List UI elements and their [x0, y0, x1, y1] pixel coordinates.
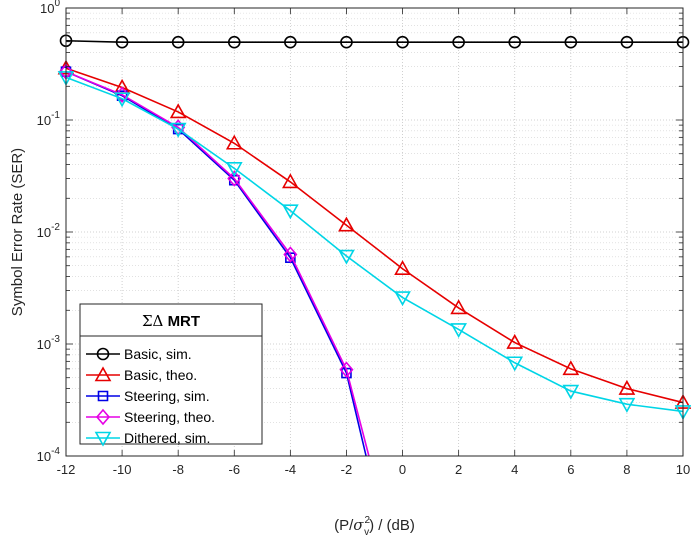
data-point-dithered-sim: [113, 92, 131, 108]
data-point-dithered-sim: [506, 356, 524, 372]
data-point-basic-sim: [284, 35, 297, 49]
data-point-basic-sim: [564, 35, 578, 49]
y-tick-label: 10-3: [37, 334, 61, 352]
data-point-basic-theo: [394, 260, 411, 276]
legend-marker: [95, 408, 111, 426]
y-tick-label: 10-4: [37, 446, 61, 464]
series-line-steering-theo: [65, 70, 370, 457]
x-tick-label: 4: [511, 462, 518, 477]
data-point-dithered-sim: [338, 249, 355, 265]
x-tick-labels: -12 -10 -8 -6 -4 -2 0 2 4 6 8 10: [57, 462, 691, 477]
data-point-basic-theo: [506, 333, 524, 349]
data-point-dithered-sim: [394, 291, 411, 307]
data-point-steering-theo: [339, 361, 354, 378]
data-point-basic-theo: [618, 379, 636, 395]
legend-entry: Dithered, sim.: [86, 430, 210, 447]
y-tick-labels: 10-4 10-3 10-2 10-1 100: [37, 0, 61, 464]
series-line-basic-sim: [65, 39, 683, 44]
data-point-basic-theo: [338, 216, 355, 232]
x-tick-label: 0: [399, 462, 406, 477]
series-line-basic-theo: [65, 67, 684, 404]
y-tick-label: 10-1: [37, 110, 61, 128]
legend-entry: Steering, theo.: [86, 408, 215, 426]
data-point-dithered-sim: [225, 162, 243, 177]
data-point-dithered-sim: [562, 384, 580, 400]
legend-entry: Basic, sim.: [86, 346, 192, 362]
legend-label: Steering, sim.: [124, 388, 210, 404]
y-tick-label: 100: [40, 0, 60, 16]
data-point-steering-sim: [172, 123, 184, 135]
y-tick-label: 10-2: [37, 222, 61, 240]
legend-entry: Steering, sim.: [86, 388, 210, 404]
legend-label: Basic, theo.: [124, 367, 197, 383]
axis-ticks: [65, 7, 684, 457]
data-point-steering-sim: [341, 367, 352, 379]
data-point-basic-sim: [171, 35, 185, 49]
y-axis-label: Symbol Error Rate (SER): [9, 148, 26, 316]
data-point-steering-theo: [227, 170, 242, 187]
data-point-basic-sim: [620, 35, 634, 49]
legend-marker: [94, 431, 112, 447]
legend-entries: Basic, sim. Basic, theo. Steering, sim. Ste…: [86, 346, 215, 447]
legend-title: ΣΔ MRT: [142, 312, 200, 330]
data-point-basic-theo: [562, 360, 580, 376]
legend-box: [79, 303, 263, 445]
legend-marker: [94, 366, 112, 382]
data-point-basic-theo: [225, 134, 243, 150]
data-point-basic-theo: [450, 299, 468, 315]
data-point-basic-theo: [281, 173, 299, 189]
data-point-basic-sim: [508, 35, 522, 49]
x-tick-label: -10: [113, 462, 132, 477]
data-point-basic-sim: [115, 35, 129, 49]
x-axis-label: (P/σ2 v) / (dB): [334, 515, 415, 538]
data-point-dithered-sim: [618, 397, 636, 413]
data-point-basic-sim: [452, 35, 465, 49]
legend-marker: [96, 347, 110, 361]
series-line-dithered-sim: [65, 76, 684, 413]
legend-marker: [97, 390, 109, 402]
x-tick-label: -12: [57, 462, 76, 477]
data-point-basic-sim: [340, 35, 353, 49]
x-tick-label: 6: [567, 462, 574, 477]
x-tick-label: 8: [623, 462, 630, 477]
x-tick-label: 2: [455, 462, 462, 477]
data-point-dithered-sim: [281, 204, 299, 220]
x-tick-label: -8: [172, 462, 184, 477]
series-layer: [57, 34, 691, 457]
x-tick-label: -4: [285, 462, 297, 477]
data-point-dithered-sim: [450, 323, 468, 339]
x-tick-label: -6: [228, 462, 240, 477]
data-point-basic-sim: [227, 35, 241, 49]
x-tick-label: 10: [676, 462, 690, 477]
x-tick-label: -2: [341, 462, 353, 477]
data-point-basic-sim: [396, 35, 409, 49]
series-dithered-sim: [57, 71, 691, 421]
data-point-steering-theo: [171, 119, 186, 136]
data-point-basic-theo: [169, 103, 187, 119]
legend-label: Dithered, sim.: [124, 430, 210, 446]
legend-label: Basic, sim.: [124, 346, 192, 362]
data-point-steering-theo: [283, 246, 298, 263]
legend: ΣΔ MRT Basic, sim. Basic, theo. Steering, …: [79, 303, 263, 447]
legend-entry: Basic, theo.: [86, 366, 197, 383]
data-point-dithered-sim: [169, 122, 187, 138]
legend-label: Steering, theo.: [124, 409, 215, 425]
